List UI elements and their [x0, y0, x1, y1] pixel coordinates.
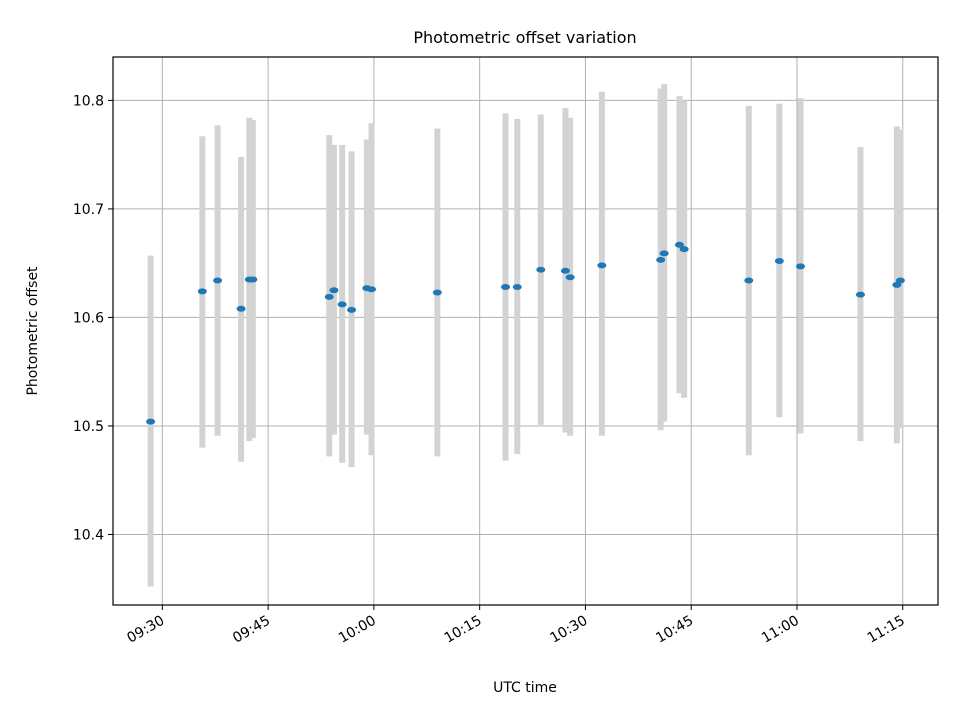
- y-tick-label: 10.6: [73, 310, 104, 326]
- y-axis-label: Photometric offset: [25, 266, 41, 396]
- grid-lines: [113, 57, 938, 605]
- data-point: [432, 289, 442, 296]
- y-tick-label: 10.5: [73, 419, 104, 435]
- data-point: [796, 263, 805, 270]
- x-tick-label: 10:30: [547, 613, 590, 647]
- plot-frame: [112, 56, 939, 606]
- x-tick-label: 10:15: [442, 613, 485, 647]
- data-point: [597, 262, 607, 269]
- data-point: [213, 277, 223, 284]
- chart-title: Photometric offset variation: [413, 28, 636, 47]
- y-tick-label: 10.4: [73, 527, 104, 543]
- data-point: [656, 256, 666, 263]
- x-tick-label: 09:45: [230, 613, 273, 647]
- error-bars: [147, 84, 904, 587]
- x-tick-label: 11:00: [759, 613, 802, 647]
- data-point: [197, 288, 207, 295]
- data-point: [536, 266, 546, 273]
- data-point: [895, 277, 905, 284]
- data-point: [744, 277, 754, 284]
- data-point: [248, 276, 258, 283]
- data-point: [855, 291, 865, 298]
- data-point: [146, 418, 156, 425]
- data-point: [679, 246, 689, 253]
- y-tick-label: 10.7: [73, 202, 104, 218]
- x-tick-label: 11:15: [865, 613, 908, 647]
- y-tick-label: 10.8: [73, 93, 104, 109]
- x-tick-label: 10:00: [336, 613, 379, 647]
- data-point: [324, 293, 334, 300]
- x-tick-label: 09:30: [124, 613, 167, 647]
- data-point: [337, 301, 347, 308]
- data-point: [659, 250, 669, 257]
- data-point: [347, 306, 357, 313]
- x-axis-ticks: 09:30 09:45 10:00 10:15 10:30 10:45 11:00 11:15: [124, 605, 908, 647]
- data-point: [236, 305, 246, 312]
- data-point: [565, 274, 575, 281]
- data-point: [329, 287, 339, 294]
- x-tick-label: 10:45: [653, 613, 696, 647]
- data-points: [146, 241, 905, 425]
- data-point: [674, 241, 684, 248]
- y-axis-ticks: 10.4 10.5 10.6 10.7 10.8: [73, 93, 113, 543]
- data-point: [367, 286, 377, 293]
- data-point: [560, 267, 570, 274]
- data-point: [512, 284, 522, 291]
- data-point: [774, 258, 784, 265]
- data-point: [501, 284, 511, 291]
- x-axis-label: UTC time: [493, 680, 557, 696]
